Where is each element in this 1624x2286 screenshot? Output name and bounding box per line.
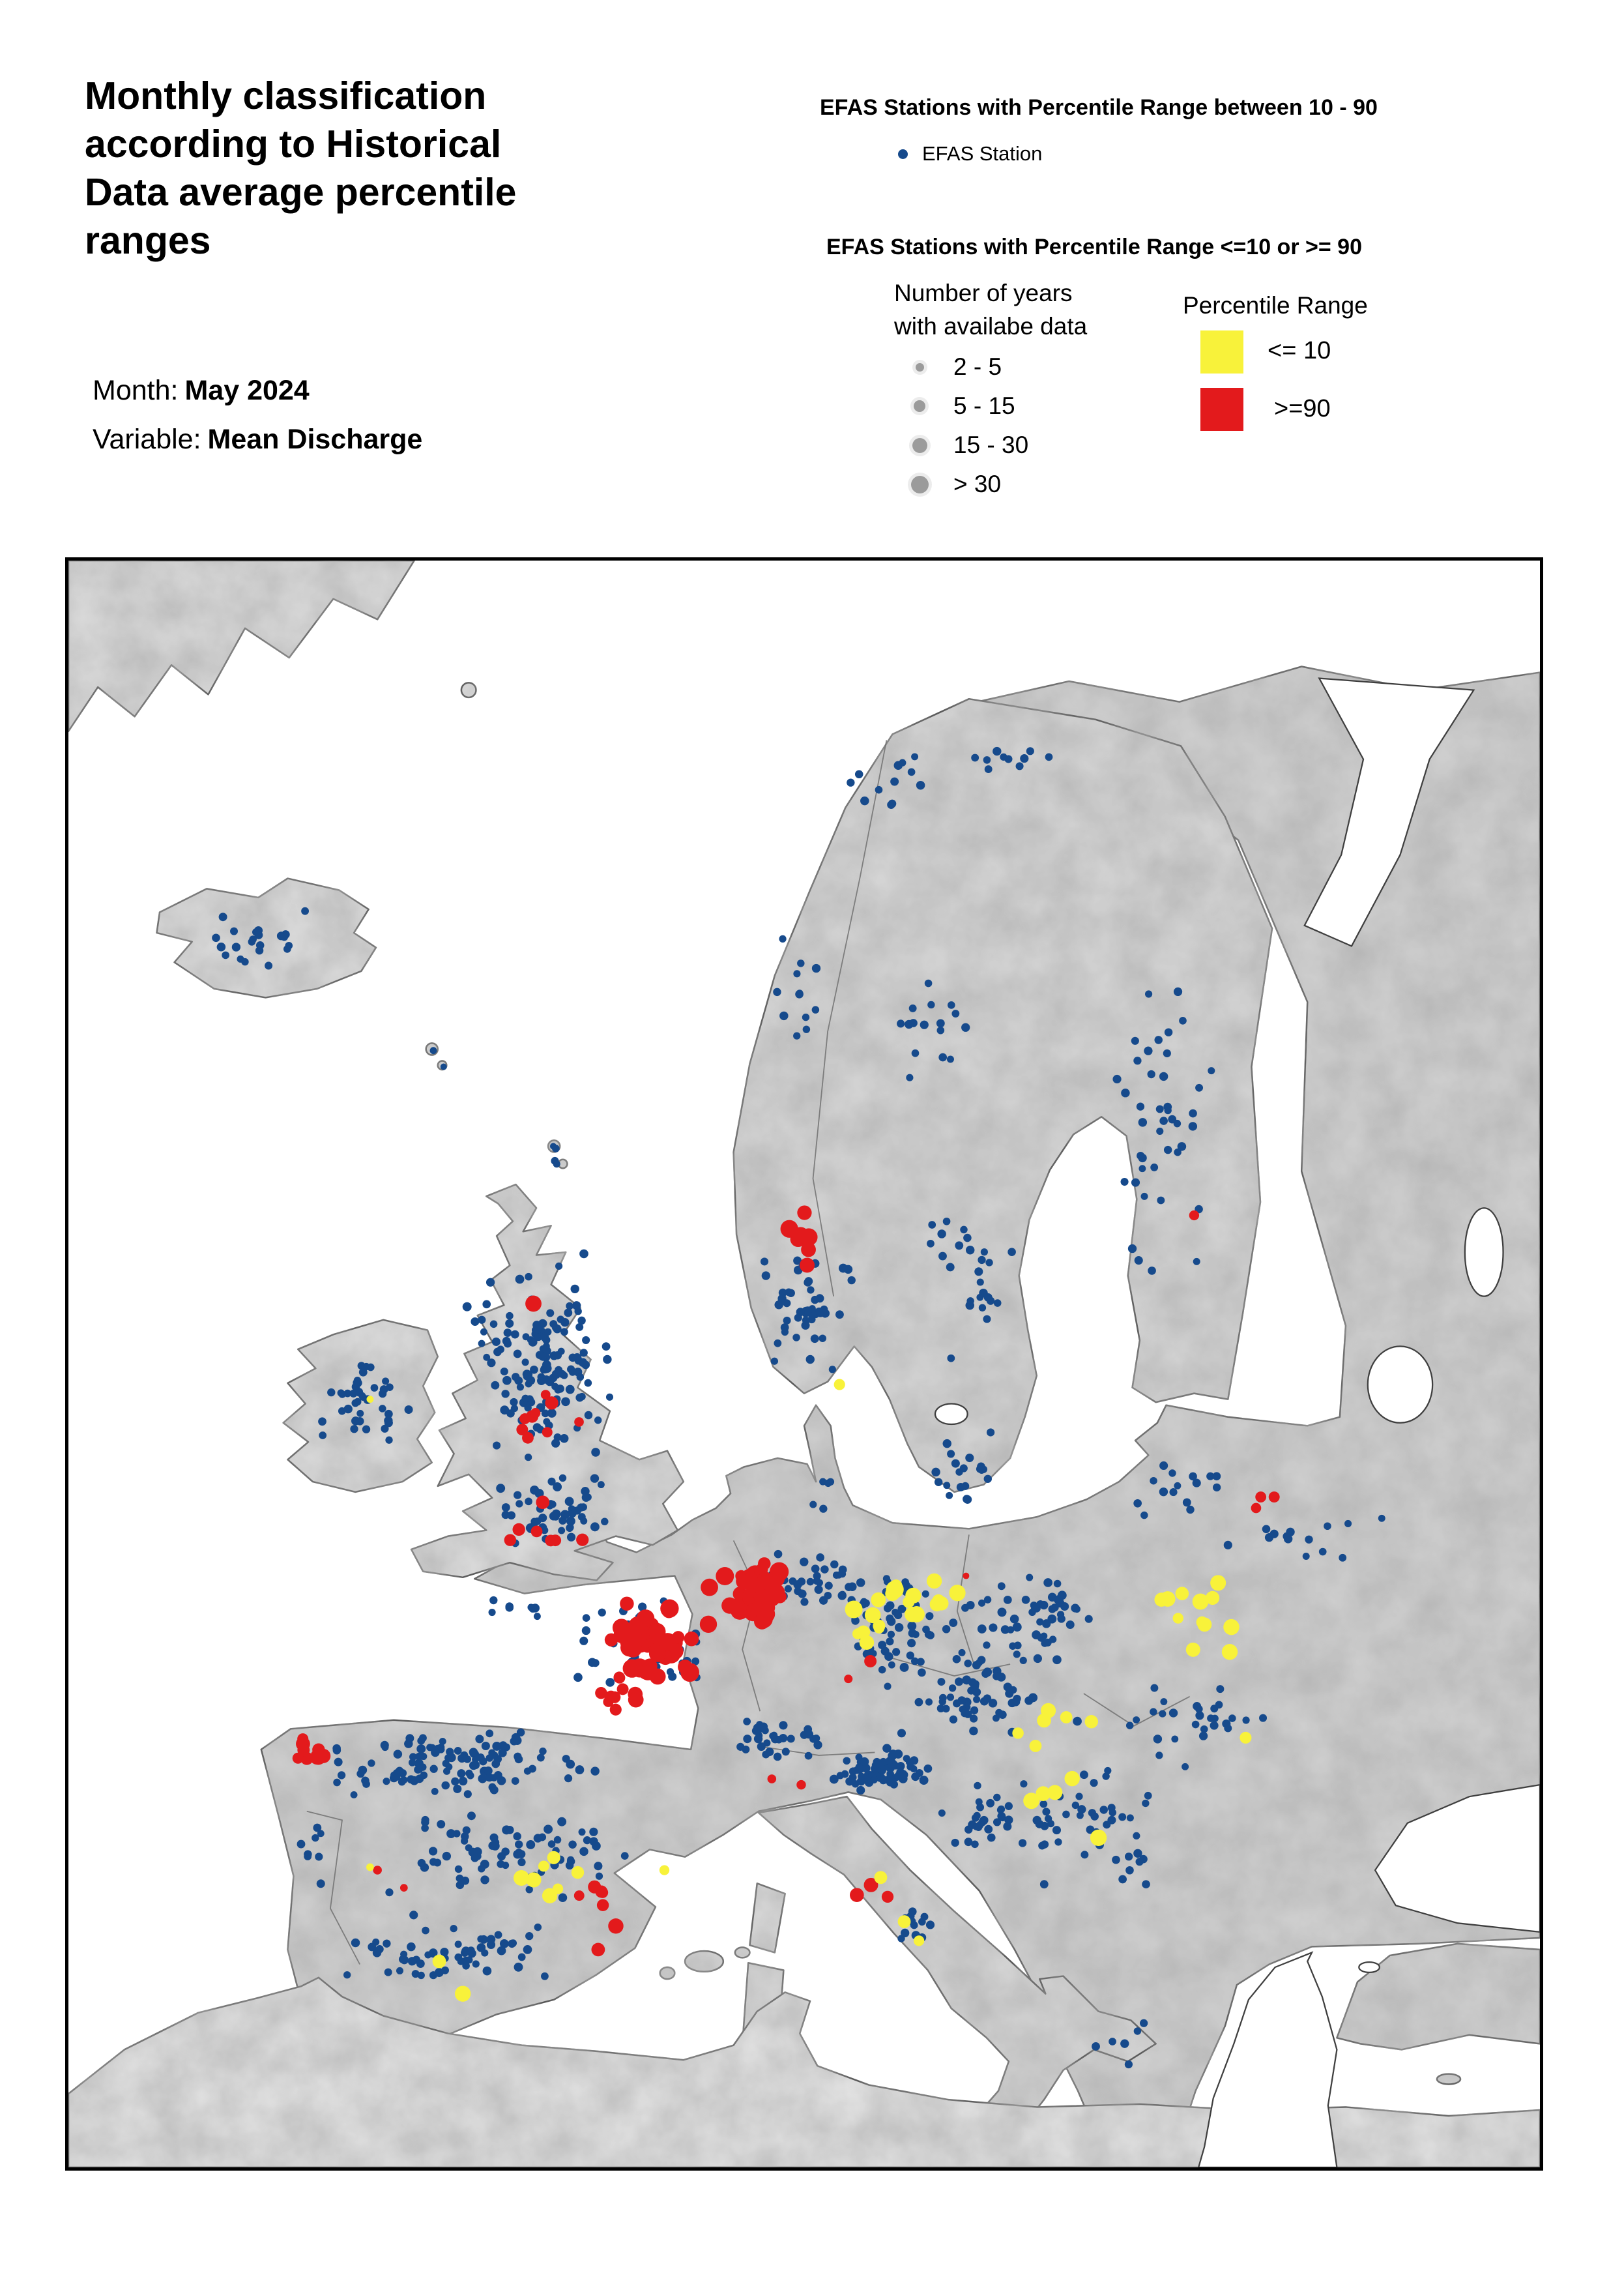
page-title: Monthly classification according to Hist… <box>85 72 736 265</box>
percentile-low-label: <= 10 <box>1268 337 1331 364</box>
size-legend-label: 5 - 15 <box>953 392 1015 419</box>
land-greenland <box>68 561 415 733</box>
legend-extreme-heading: EFAS Stations with Percentile Range <=10… <box>826 235 1362 259</box>
legend-between-heading: EFAS Stations with Percentile Range betw… <box>820 95 1378 120</box>
size-dot-icon <box>914 400 925 412</box>
land-mainland <box>260 666 1540 2160</box>
size-dot-icon <box>910 475 929 493</box>
black-sea <box>1374 1783 1540 1933</box>
seas <box>934 677 1540 2167</box>
lake-vanern <box>934 1403 968 1426</box>
landmasses <box>68 561 1540 2167</box>
size-legend-item: 2 - 5 <box>908 347 1028 387</box>
size-dot-icon <box>915 362 924 372</box>
efas-station-dot-icon <box>898 149 908 159</box>
size-legend-title: Number of years with availabe data <box>894 276 1087 343</box>
size-legend-label: 2 - 5 <box>953 353 1002 380</box>
size-legend-item: 15 - 30 <box>908 426 1028 465</box>
europe-map <box>65 557 1543 2171</box>
low-percentile-dots <box>366 1379 1252 2002</box>
size-legend-item: > 30 <box>908 465 1028 504</box>
country-borders <box>306 740 1191 1965</box>
title-line: Monthly classification <box>85 74 487 117</box>
size-legend-label: > 30 <box>953 471 1002 497</box>
land-corsica <box>749 1883 786 1954</box>
high-percentile-dots <box>292 1205 1280 1957</box>
land-turkey <box>1336 1942 1540 2051</box>
size-legend-list: 2 - 5 5 - 15 15 - 30 > 30 <box>908 347 1028 504</box>
title-line: according to Historical <box>85 123 502 166</box>
size-legend-item: 5 - 15 <box>908 387 1028 426</box>
land-menorca <box>734 1946 751 1959</box>
size-legend-title-line2: with availabe data <box>894 313 1088 340</box>
percentile-low-swatch <box>1200 330 1243 374</box>
title-line: ranges <box>85 219 211 262</box>
land-mallorca <box>684 1950 725 1973</box>
size-dot-icon <box>912 437 927 453</box>
title-line: Data average percentile <box>85 171 517 214</box>
aegean-sea <box>1197 1951 1338 2167</box>
month-value: May 2024 <box>184 375 310 406</box>
legend-between-item: EFAS Station <box>898 142 1042 166</box>
land-svalbard <box>460 682 477 699</box>
land-iceland <box>156 877 377 999</box>
month-row: Month: May 2024 <box>93 375 310 407</box>
land-ireland <box>282 1319 439 1493</box>
efas-station-label: EFAS Station <box>922 142 1043 165</box>
size-legend-title-line1: Number of years <box>894 280 1073 306</box>
percentile-legend-title: Percentile Range <box>1183 292 1368 319</box>
land-cyprus <box>1436 2073 1462 2085</box>
size-legend-label: 15 - 30 <box>953 432 1029 458</box>
month-label: Month: <box>93 375 179 406</box>
percentile-high-label: >=90 <box>1274 395 1331 422</box>
lake-onega <box>1464 1207 1504 1297</box>
land-north-africa <box>68 1976 1540 2167</box>
percentile-high-swatch <box>1200 388 1243 431</box>
sea-of-marmara <box>1358 1961 1381 1974</box>
land-scandinavia <box>732 697 1273 1493</box>
white-sea <box>1303 677 1475 947</box>
variable-value: Mean Discharge <box>207 424 423 455</box>
station-dots <box>212 746 1385 2069</box>
variable-row: Variable: Mean Discharge <box>93 424 422 456</box>
variable-label: Variable: <box>93 424 201 455</box>
lake-ladoga <box>1367 1345 1434 1424</box>
land-ibiza <box>659 1966 676 1980</box>
